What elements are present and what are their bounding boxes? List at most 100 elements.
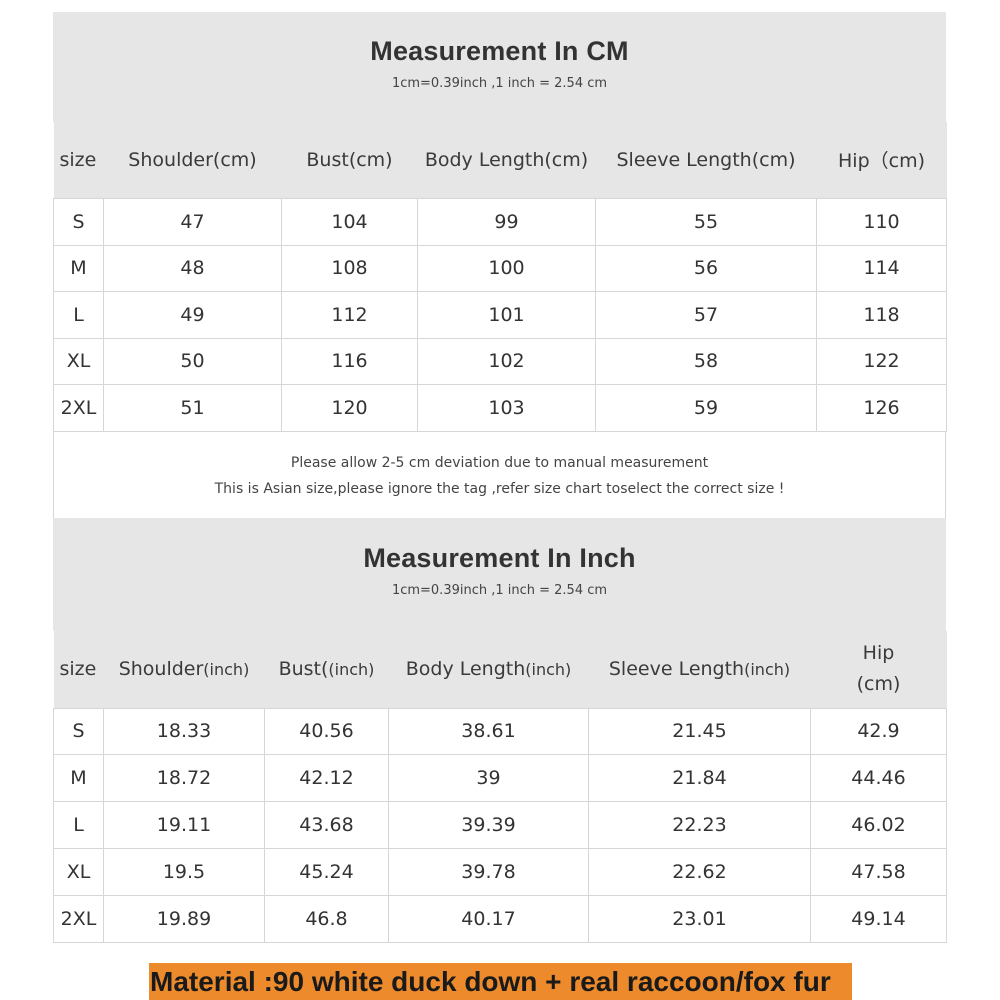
table-row: M 18.72 42.12 39 21.84 44.46 [53,753,947,802]
inch-cell: 18.72 [103,753,265,802]
cm-cell: 99 [417,197,596,246]
cm-header-size: size [53,122,104,198]
cm-cell: 2XL [53,383,104,432]
cm-header-row: size Shoulder(cm) Bust(cm) Body Length(c… [53,122,947,198]
table-row: 2XL 51 120 103 59 126 [53,383,947,432]
cm-cell: 108 [281,244,418,292]
inch-cell: M [53,753,104,802]
material-banner: Material :90 white duck down + real racc… [149,963,852,1000]
asian-size-note: This is Asian size,please ignore the tag… [214,481,785,497]
inch-cell: 39.78 [388,847,589,896]
cm-cell: 103 [417,383,596,432]
cm-cell: 100 [417,244,596,292]
cm-cell: L [53,290,104,339]
inch-title-block: Measurement In Inch 1cm=0.39inch ,1 inch… [53,518,946,631]
inch-size-table: size Shoulder(inch) Bust((inch) Body Len… [53,631,947,943]
table-row: L 49 112 101 57 118 [53,290,947,339]
inch-header-sleeve-length: Sleeve Length(inch) [588,631,811,708]
inch-cell: XL [53,847,104,896]
inch-cell: 18.33 [103,707,265,755]
cm-cell: 48 [103,244,282,292]
inch-header-body-length-unit: (inch) [525,660,572,680]
table-row: M 48 108 100 56 114 [53,244,947,292]
cm-header-body-length: Body Length(cm) [417,122,596,198]
cm-cell: 56 [595,244,817,292]
inch-header-row: size Shoulder(inch) Bust((inch) Body Len… [53,631,947,708]
table-row: L 19.11 43.68 39.39 22.23 46.02 [53,800,947,849]
cm-cell: S [53,197,104,246]
inch-cell: 22.62 [588,847,811,896]
cm-cell: 58 [595,337,817,385]
inch-header-hip-unit: (cm) [856,673,901,696]
inch-header-bust: Bust((inch) [264,631,389,708]
cm-cell: 57 [595,290,817,339]
table-row: 2XL 19.89 46.8 40.17 23.01 49.14 [53,894,947,943]
cm-cell: 59 [595,383,817,432]
cm-cell: 114 [816,244,947,292]
cm-header-bust: Bust(cm) [281,122,418,198]
table-row: S 47 104 99 55 110 [53,197,947,246]
cm-cell: 116 [281,337,418,385]
cm-cell: 122 [816,337,947,385]
inch-cell: 22.23 [588,800,811,849]
inch-cell: 2XL [53,894,104,943]
inch-cell: 21.45 [588,707,811,755]
cm-conversion-note: 1cm=0.39inch ,1 inch = 2.54 cm [391,76,608,91]
inch-cell: 40.56 [264,707,389,755]
cm-cell: 126 [816,383,947,432]
cm-cell: M [53,244,104,292]
inch-cell: 47.58 [810,847,947,896]
inch-header-hip-label: Hip [862,642,895,665]
inch-cell: 44.46 [810,753,947,802]
inch-header-bust-unit: (inch) [328,660,375,680]
inch-cell: S [53,707,104,755]
inch-header-size: size [53,631,104,708]
inch-conversion-note: 1cm=0.39inch ,1 inch = 2.54 cm [391,583,608,598]
inch-header-sleeve-length-label: Sleeve Length [608,658,745,681]
cm-cell: 49 [103,290,282,339]
cm-cell: 120 [281,383,418,432]
cm-header-sleeve-length: Sleeve Length(cm) [595,122,817,198]
inch-cell: 46.8 [264,894,389,943]
inch-header-bust-label: Bust( [278,658,329,681]
inch-header-shoulder-unit: (inch) [203,660,250,680]
cm-cell: 101 [417,290,596,339]
inch-cell: 40.17 [388,894,589,943]
cm-header-shoulder: Shoulder(cm) [103,122,282,198]
inch-cell: 39 [388,753,589,802]
inch-cell: 39.39 [388,800,589,849]
inch-cell: 42.12 [264,753,389,802]
cm-cell: 110 [816,197,947,246]
cm-cell: 104 [281,197,418,246]
inch-header-hip: Hip (cm) [810,631,947,708]
cm-title: Measurement In CM [370,36,629,66]
cm-cell: 102 [417,337,596,385]
inch-cell: 38.61 [388,707,589,755]
inch-cell: 23.01 [588,894,811,943]
inch-cell: 46.02 [810,800,947,849]
inch-cell: L [53,800,104,849]
inch-title: Measurement In Inch [363,543,636,573]
table-row: XL 19.5 45.24 39.78 22.62 47.58 [53,847,947,896]
inch-cell: 19.5 [103,847,265,896]
inch-cell: 43.68 [264,800,389,849]
table-row: XL 50 116 102 58 122 [53,337,947,385]
cm-size-table: size Shoulder(cm) Bust(cm) Body Length(c… [53,122,947,432]
inch-cell: 42.9 [810,707,947,755]
cm-cell: 55 [595,197,817,246]
cm-cell: XL [53,337,104,385]
cm-title-block: Measurement In CM 1cm=0.39inch ,1 inch =… [53,12,946,122]
deviation-note: Please allow 2-5 cm deviation due to man… [290,455,709,471]
inch-cell: 21.84 [588,753,811,802]
cm-cell: 51 [103,383,282,432]
inch-header-sleeve-length-unit: (inch) [744,660,791,680]
inch-header-body-length-label: Body Length [405,658,526,681]
table-row: S 18.33 40.56 38.61 21.45 42.9 [53,707,947,755]
inch-header-body-length: Body Length(inch) [388,631,589,708]
inch-cell: 49.14 [810,894,947,943]
inch-cell: 19.11 [103,800,265,849]
inch-header-shoulder: Shoulder(inch) [103,631,265,708]
cm-cell: 50 [103,337,282,385]
inch-cell: 19.89 [103,894,265,943]
cm-header-hip: Hip（cm) [816,122,947,198]
